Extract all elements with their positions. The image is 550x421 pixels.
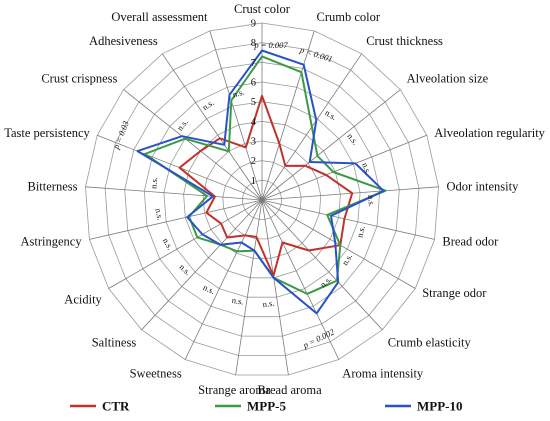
radial-ticks: 1 2 3 4 5 6 7 8 9 — [251, 19, 257, 187]
axis-label-saltiness: Saltiness — [92, 336, 137, 350]
tick-label-9: 9 — [251, 19, 256, 30]
annotation-crust-color: p = 0.007 — [253, 40, 288, 50]
tick-label-1: 1 — [251, 176, 256, 187]
grid-ring-6 — [143, 81, 381, 318]
axis-label-crumb-elasticity: Crumb elasticity — [388, 336, 472, 350]
axis-label-acidity: Acidity — [64, 293, 102, 307]
annotation-overall-assessment: n.s. — [231, 87, 245, 100]
tick-label-2: 2 — [251, 156, 256, 167]
spoke-alveolation-regularity — [261, 134, 427, 201]
axis-label-alveolation-size: Alveolation size — [407, 72, 489, 86]
grid-ring-1 — [241, 179, 283, 220]
axis-label-strange-odor: Strange odor — [422, 286, 487, 300]
spoke-alveolation-size — [261, 89, 401, 201]
annotation-odor-intensity: n.s. — [366, 195, 377, 208]
spoke-sweetness — [184, 199, 263, 360]
grid-ring-2 — [222, 160, 302, 240]
grid-ring-4 — [183, 120, 341, 279]
spoke-saltiness — [141, 199, 263, 331]
tick-label-5: 5 — [251, 97, 256, 108]
grid-ring-5 — [163, 101, 361, 298]
axis-label-overall-assessment: Overall assessment — [111, 10, 208, 24]
annotation-bread-aroma: n.s. — [262, 298, 275, 310]
spoke-strange-odor — [261, 199, 416, 289]
annotation-aroma-intensity: p = 0.002 — [300, 326, 336, 350]
axis-label-crust-thickness: Crust thickness — [366, 34, 443, 48]
tick-label-7: 7 — [251, 58, 256, 69]
axis-label-sweetness: Sweetness — [130, 367, 182, 381]
tick-label-3: 3 — [251, 137, 256, 148]
spoke-bread-odor — [261, 199, 435, 240]
axis-label-taste-persistency: Taste persistency — [4, 126, 90, 140]
axis-labels: Crust color Crumb color Crust thickness Alv… — [4, 2, 545, 397]
annotation-bread-odor: n.s. — [354, 225, 366, 239]
tick-label-6: 6 — [251, 78, 256, 89]
spoke-bitterness — [85, 186, 263, 201]
series-mpp-10-line — [136, 49, 385, 315]
axis-label-adhesiveness: Adhesiveness — [89, 34, 158, 48]
axis-label-astringency: Astringency — [20, 235, 82, 249]
tick-label-4: 4 — [251, 117, 257, 128]
spoke-odor-intensity — [261, 186, 439, 201]
axis-label-bread-aroma: Bread aroma — [257, 383, 322, 397]
axis-label-odor-intensity: Odor intensity — [447, 180, 520, 194]
annotation-acidity: n.s. — [161, 236, 176, 251]
axis-label-strange-aroma: Strange aroma — [198, 383, 271, 397]
grid-ring-3 — [202, 140, 322, 259]
spoke-crumb-color — [261, 30, 315, 201]
annotation-crumb-color: p < 0.001 — [298, 44, 334, 64]
annotation-astringency: n.s. — [153, 207, 165, 221]
axis-label-alveolation-regularity: Alveolation regularity — [434, 126, 545, 140]
significance-annotations: p = 0.007 p < 0.001n.s.n.s.n.s.n.s.n.s.n.… — [110, 40, 377, 351]
axis-label-crumb-color: Crumb color — [317, 10, 381, 24]
legend: CTR MPP-5 MPP-10 — [70, 399, 462, 414]
annotation-strange-aroma: n.s. — [231, 295, 244, 307]
series-ctr-line — [178, 94, 354, 277]
axis-label-bread-odor: Bread odor — [442, 235, 499, 249]
spoke-crust-crispness — [123, 89, 263, 201]
spoke-astringency — [89, 199, 263, 240]
annotation-alveolation-regularity: n.s. — [360, 161, 374, 176]
grid-ring-8 — [104, 42, 420, 357]
annotation-bitterness: n.s. — [148, 177, 159, 190]
annotation-sweetness: n.s. — [202, 282, 217, 296]
axis-label-crust-color: Crust color — [234, 2, 291, 16]
axis-label-bitterness: Bitterness — [28, 180, 78, 194]
spoke-crumb-elasticity — [261, 199, 383, 331]
legend-label-ctr: CTR — [102, 399, 130, 414]
axis-label-aroma-intensity: Aroma intensity — [342, 367, 424, 381]
spoke-strange-aroma — [235, 199, 263, 376]
grid-ring-9 — [85, 22, 439, 376]
axis-label-crust-crispness: Crust crispness — [41, 72, 117, 86]
tick-label-8: 8 — [251, 38, 256, 49]
grid — [85, 22, 439, 376]
spoke-aroma-intensity — [261, 199, 340, 360]
legend-label-mpp-10: MPP-10 — [417, 399, 462, 414]
annotation-taste-persistency: p = 0.03 — [110, 120, 130, 152]
spoke-overall-assessment — [209, 30, 263, 201]
annotation-strange-odor: n.s. — [340, 252, 355, 267]
grid-ring-7 — [124, 61, 400, 337]
spoke-acidity — [108, 199, 263, 289]
annotation-saltiness: n.s. — [178, 262, 193, 277]
spoke-bread-aroma — [261, 199, 289, 376]
series-lines — [136, 49, 387, 315]
legend-label-mpp-5: MPP-5 — [247, 399, 286, 414]
spoke-adhesiveness — [161, 53, 263, 201]
